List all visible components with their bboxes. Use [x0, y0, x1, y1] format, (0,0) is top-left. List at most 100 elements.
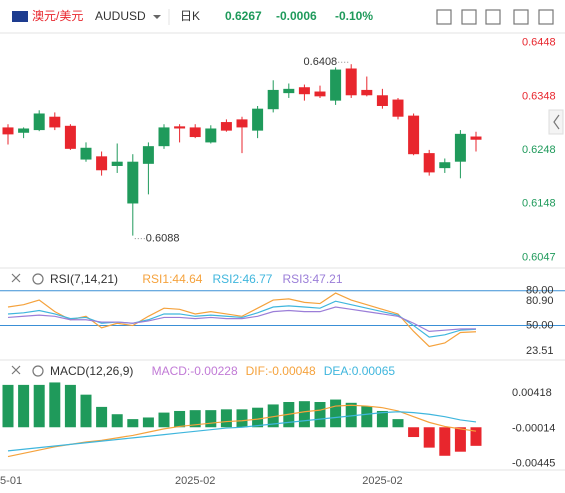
candle-body [283, 88, 295, 94]
y-tick-label: 0.6248 [522, 144, 556, 156]
macd-line [7, 404, 477, 458]
macd-bar [439, 427, 451, 456]
rsi-side-label: 23.51 [526, 345, 554, 357]
macd-bar [205, 410, 217, 428]
candle-body [454, 133, 466, 162]
rsi-line [7, 300, 477, 338]
collapse-button[interactable] [548, 109, 564, 135]
macd-bar [314, 402, 326, 428]
candle-body [64, 125, 76, 149]
dropdown-arrow[interactable] [153, 15, 161, 19]
price-change-pct: -0.10% [335, 9, 373, 23]
candle-body [330, 69, 342, 101]
macd-bar [345, 402, 357, 428]
candle-body [18, 128, 30, 133]
macd-bar [64, 384, 76, 428]
macd-bar [330, 399, 342, 428]
settings-icon[interactable] [32, 365, 44, 377]
x-tick-label: 25-01 [0, 475, 22, 487]
x-tick-label: 2025-02 [362, 475, 402, 487]
macd-title: MACD(12,26,9) [50, 364, 133, 378]
macd-bar [423, 427, 435, 448]
candle-body [49, 116, 61, 128]
y-tick-label: 0.6047 [522, 251, 556, 263]
settings-icon[interactable] [32, 273, 44, 285]
macd-bar [96, 406, 108, 428]
candle-body [158, 127, 170, 147]
hide-icon[interactable] [11, 273, 21, 283]
macd-bar [298, 401, 310, 428]
macd-bar [111, 414, 123, 428]
macd-bar [189, 410, 201, 428]
y-tick-label: -0.00014 [512, 422, 555, 434]
macd-bar [361, 406, 373, 428]
y-tick-label: 0.6148 [522, 197, 556, 209]
macd-bar [142, 417, 154, 428]
period[interactable]: 日K [180, 9, 200, 23]
candle-body [127, 161, 139, 204]
macd-bar [2, 384, 14, 428]
legend-entry: RSI3:47.21 [282, 272, 342, 286]
macd-bar [158, 412, 170, 428]
candle-body [174, 126, 186, 129]
candle-body [267, 89, 279, 110]
macd-bar [376, 410, 388, 428]
symbol[interactable]: AUDUSD [95, 9, 146, 23]
legend-entry: RSI1:44.64 [142, 272, 202, 286]
candle-body [111, 161, 123, 166]
legend-entry: DIF:-0.00048 [246, 364, 316, 378]
macd-bar [408, 427, 420, 438]
rsi-side-label: 80.90 [526, 295, 554, 307]
candle-body [439, 162, 451, 169]
y-tick-label: 50.00 [526, 319, 554, 331]
candle-body [408, 115, 420, 155]
macd-bar [220, 409, 232, 428]
macd-bar [267, 404, 279, 428]
candle-body [96, 156, 108, 171]
flag [12, 11, 28, 22]
close-icon[interactable] [538, 9, 554, 25]
indicator-icon[interactable] [461, 9, 477, 25]
legend-entry: DEA:0.00065 [324, 364, 396, 378]
y-tick-label: 80.00 [526, 285, 554, 297]
macd-bar [33, 384, 45, 428]
y-tick-label: 0.00418 [512, 387, 552, 399]
legend-entry: MACD:-0.00228 [152, 364, 238, 378]
candle-body [220, 122, 232, 131]
min-price-label: 0.6088 [146, 233, 180, 245]
rsi-title: RSI(7,14,21) [50, 272, 118, 286]
fullscreen-icon[interactable] [513, 9, 529, 25]
rsi-line [7, 306, 477, 332]
macd-bar [252, 407, 264, 428]
pair-name[interactable]: 澳元/美元 [32, 9, 83, 23]
candle-body [423, 153, 435, 173]
macd-bar [392, 419, 404, 428]
candle-body [236, 119, 248, 128]
hide-icon[interactable] [11, 365, 21, 375]
legend-entry: RSI2:46.77 [212, 272, 272, 286]
candle-body [361, 89, 373, 96]
macd-bar [454, 427, 466, 452]
draw-icon[interactable] [436, 9, 452, 25]
macd-line [7, 411, 477, 452]
candle-body [314, 91, 326, 97]
macd-bar [174, 410, 186, 428]
candle-body [2, 127, 14, 135]
macd-bar [49, 382, 61, 428]
candle-body [252, 108, 264, 131]
candle-body [345, 68, 357, 96]
x-tick-label: 2025-02 [175, 475, 215, 487]
macd-bar [80, 394, 92, 428]
macd-bar [127, 419, 139, 428]
macd-bar [236, 409, 248, 428]
collapse-arrow[interactable] [553, 114, 560, 130]
candle-body [376, 95, 388, 106]
max-price-label: 0.6408 [304, 56, 338, 68]
candle-body [189, 127, 201, 138]
candle-body [33, 113, 45, 131]
settings-icon[interactable] [485, 9, 501, 25]
y-tick-label: -0.00445 [512, 457, 555, 469]
rsi-line [7, 292, 477, 348]
